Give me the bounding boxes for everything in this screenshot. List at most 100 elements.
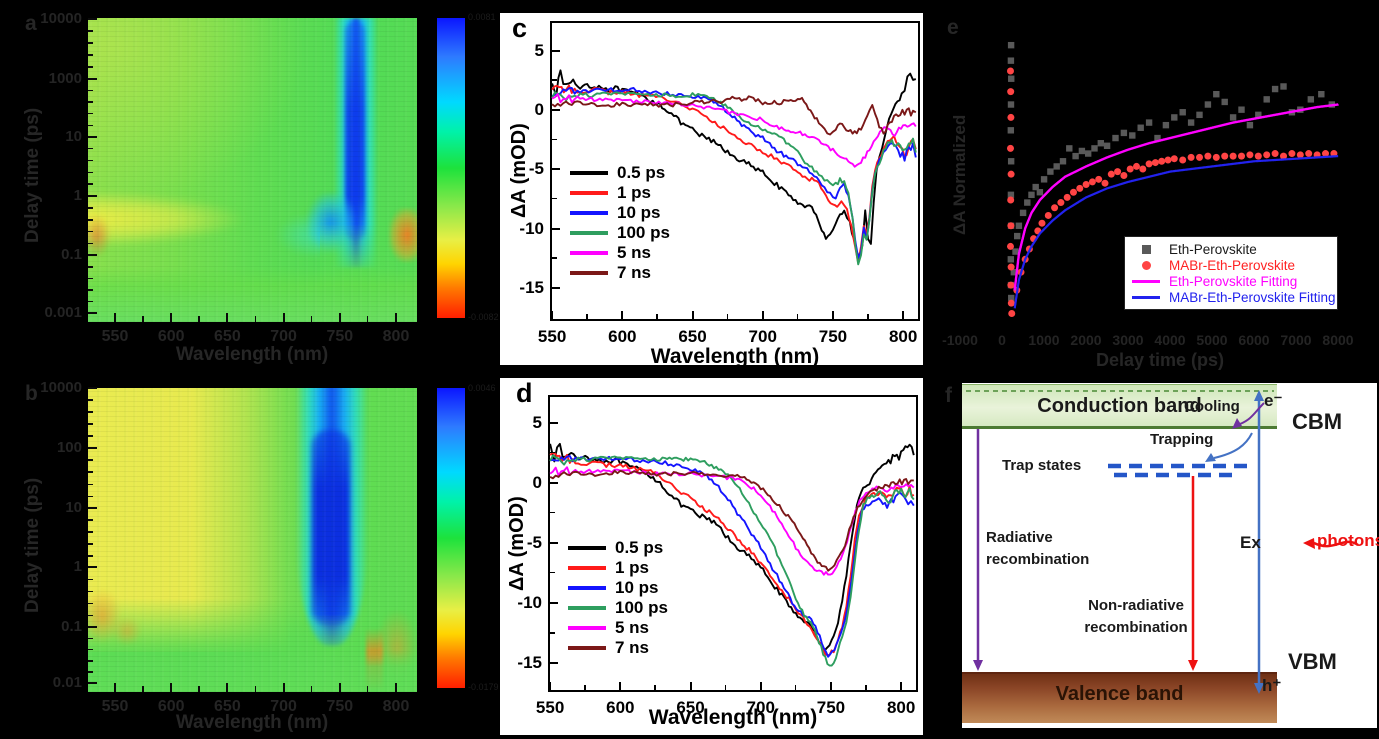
panel-e-x-tick-label: 5000 [1196, 332, 1228, 348]
x-major-tick [831, 311, 834, 319]
panel-e-x-tick-label: 1000 [1028, 332, 1060, 348]
x-major-tick [689, 682, 692, 690]
x-minor-tick [310, 686, 313, 692]
legend-label: 7 ns [615, 638, 650, 657]
x-minor-tick [254, 686, 256, 692]
y-minor-tick [88, 66, 93, 68]
x-tick-label: 650 [214, 698, 241, 715]
y-minor-tick [88, 300, 93, 303]
x-major-tick [761, 311, 764, 319]
legend-label: 10 ps [615, 578, 659, 597]
radiative-arrowhead-icon [973, 660, 983, 671]
legend-label: 7 ns [617, 263, 652, 282]
x-major-tick [900, 682, 903, 690]
y-tick-label: 100 [56, 438, 82, 456]
x-minor-tick [865, 685, 867, 690]
x-tick-label: 700 [270, 698, 297, 715]
vbm-label: VBM [1288, 649, 1337, 674]
heatmap-b-scanlines [88, 388, 417, 692]
x-major-tick [902, 311, 905, 319]
y-major-tick [88, 446, 97, 449]
x-major-tick [282, 313, 285, 322]
heatmap-b-orange-speckle [88, 588, 122, 644]
x-tick-label: 700 [746, 698, 775, 717]
y-minor-tick [88, 459, 93, 461]
panel-e-x-tick-label: 7000 [1280, 332, 1312, 348]
colorbar-a-top-label: 0.0081 [468, 12, 496, 22]
excitation-arrowhead-bottom-icon [1254, 683, 1264, 694]
x-major-tick [549, 682, 552, 690]
x-major-tick [226, 683, 229, 692]
y-minor-tick [88, 101, 93, 103]
legend-item: Eth-Perovskite Fitting [1131, 273, 1331, 289]
colorbar-b-bottom-label: -0.0179 [468, 682, 499, 692]
y-major-tick [88, 194, 97, 197]
line-marker-icon [1132, 295, 1160, 299]
panel-b-letter: b [25, 382, 38, 405]
y-major-tick [550, 541, 558, 544]
panel-d-plot-frame [548, 395, 918, 692]
legend-item: Eth-Perovskite [1131, 241, 1331, 257]
y-tick-label: 0.1 [61, 246, 82, 264]
legend-swatch [570, 191, 608, 195]
x-tick-label: 800 [382, 328, 410, 345]
legend-marker [1131, 295, 1161, 299]
legend-item: MABr-Eth-Perovskite [1131, 257, 1331, 273]
x-minor-tick [366, 686, 369, 692]
x-major-tick [759, 682, 762, 690]
x-tick-label: 650 [214, 328, 241, 345]
excitation-arrowhead-top-icon [1254, 390, 1264, 401]
legend-item: 10 ps [570, 203, 670, 222]
x-minor-tick [584, 685, 586, 690]
trapping-arrow [1213, 432, 1253, 459]
y-minor-tick [88, 89, 93, 92]
legend-swatch [570, 171, 608, 175]
y-major-tick [88, 254, 97, 257]
legend-label: 10 ps [617, 203, 661, 222]
panel-a-xlabel: Wavelength (nm) [175, 344, 329, 365]
photons-arrowhead-icon [1303, 538, 1315, 549]
x-minor-tick [142, 686, 144, 692]
legend-swatch [570, 231, 608, 235]
legend-label: 100 ps [615, 598, 668, 617]
x-tick-label: 600 [157, 328, 185, 345]
y-tick-label: 0.001 [44, 303, 82, 321]
x-tick-label: 550 [101, 698, 129, 715]
x-tick-label: 800 [888, 327, 918, 346]
legend-label: Eth-Perovskite Fitting [1169, 273, 1298, 289]
heatmap-b-orange-speckle-2 [112, 616, 142, 646]
radiative-recombination-label: Radiative recombination [986, 529, 1090, 568]
x-minor-tick [254, 316, 256, 322]
legend-label: 100 ps [617, 223, 670, 242]
x-major-tick [282, 683, 285, 692]
cooling-label: Cooling [1184, 398, 1240, 415]
panel-c-xlabel: Wavelength (nm) [650, 345, 820, 368]
legend-swatch [570, 251, 608, 255]
y-tick-label: 0.1 [61, 617, 82, 635]
legend-item: 0.5 ps [570, 163, 670, 182]
panel-e-x-tick-label: 6000 [1238, 332, 1270, 348]
y-major-tick [552, 168, 560, 171]
panel-e-x-tick-label: 0 [998, 332, 1006, 348]
heatmap-a-scanlines [88, 18, 417, 322]
panel-c-chart [551, 69, 917, 266]
y-major-tick [88, 681, 97, 684]
y-major-tick [88, 17, 97, 20]
y-minor-tick [88, 183, 93, 185]
y-minor-tick [550, 632, 555, 634]
y-major-tick [88, 311, 97, 314]
y-minor-tick [88, 242, 93, 245]
y-minor-tick [88, 435, 93, 437]
x-minor-tick [794, 685, 797, 690]
legend-item: 1 ps [570, 183, 670, 202]
x-tick-label: 600 [157, 698, 185, 715]
legend-label: 5 ns [615, 618, 650, 637]
y-minor-tick [550, 451, 555, 454]
y-major-tick [552, 108, 560, 111]
y-tick-label: -10 [517, 593, 542, 613]
y-minor-tick [88, 42, 93, 44]
conduction-band-label: Conduction band [1037, 395, 1202, 417]
line-marker-icon [1132, 279, 1160, 283]
y-minor-tick [88, 602, 93, 605]
